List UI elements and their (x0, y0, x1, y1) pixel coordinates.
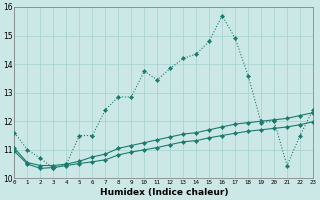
X-axis label: Humidex (Indice chaleur): Humidex (Indice chaleur) (100, 188, 228, 197)
